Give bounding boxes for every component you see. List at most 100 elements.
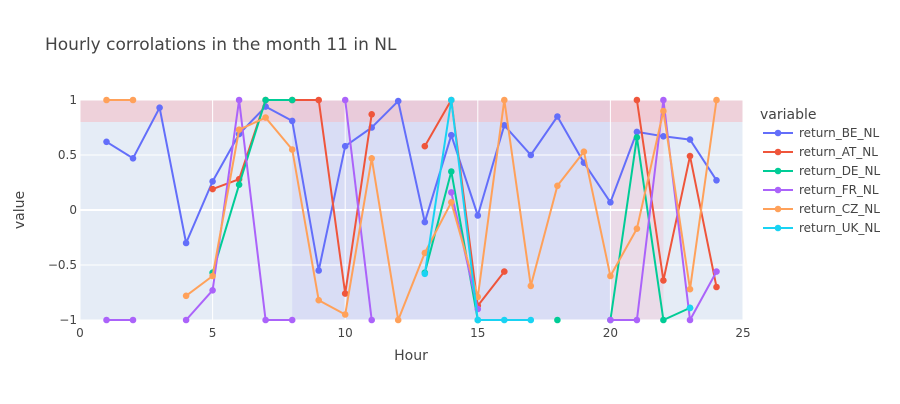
data-point <box>315 267 323 274</box>
data-point <box>686 152 694 160</box>
data-point <box>341 311 349 318</box>
data-point <box>633 225 641 232</box>
legend-swatch-marker <box>774 129 782 137</box>
data-point <box>713 283 720 291</box>
data-point <box>368 155 376 162</box>
data-point <box>660 96 667 104</box>
legend-item-return_BE_NL[interactable]: return_BE_NL <box>763 126 879 140</box>
legend-item-return_CZ_NL[interactable]: return_CZ_NL <box>763 202 880 216</box>
chart-title: Hourly corrolations in the month 11 in N… <box>45 35 397 55</box>
legend-label: return_AT_NL <box>799 145 878 159</box>
data-point <box>607 316 614 324</box>
y-tick-label: 0.5 <box>58 148 77 162</box>
data-point <box>182 239 190 247</box>
legend[interactable]: variable return_BE_NLreturn_AT_NLreturn_… <box>760 107 880 235</box>
x-tick-label: 10 <box>338 326 353 340</box>
data-point <box>421 142 429 150</box>
data-point <box>103 96 110 104</box>
data-point <box>103 138 110 146</box>
data-point <box>713 268 720 275</box>
series-layer <box>103 96 720 324</box>
data-point <box>501 122 508 129</box>
data-point <box>421 218 429 226</box>
data-point <box>288 96 296 104</box>
data-point <box>209 178 216 185</box>
legend-item-return_DE_NL[interactable]: return_DE_NL <box>763 164 880 178</box>
data-point <box>660 316 667 324</box>
data-point <box>288 316 296 324</box>
y-tick-label: −1 <box>59 313 77 327</box>
legend-item-return_FR_NL[interactable]: return_FR_NL <box>763 183 879 197</box>
series-line <box>344 99 373 321</box>
legend-swatch-marker <box>774 224 782 232</box>
legend-swatch-marker <box>774 148 782 156</box>
data-point <box>156 104 163 111</box>
data-point <box>474 212 482 219</box>
legend-items[interactable]: return_BE_NL return_AT_NL return_DE_NLretu… <box>763 126 880 235</box>
data-point <box>501 316 508 324</box>
data-point <box>182 292 190 300</box>
legend-item-return_UK_NL[interactable]: return_UK_NL <box>763 221 880 235</box>
data-point <box>262 114 269 121</box>
y-axis-label: value <box>12 191 28 229</box>
data-point <box>633 128 641 136</box>
data-point <box>554 182 561 190</box>
data-point <box>341 142 349 150</box>
data-point <box>448 189 455 196</box>
data-point <box>580 148 588 155</box>
data-point <box>262 96 269 104</box>
legend-label: return_FR_NL <box>799 183 879 197</box>
data-point <box>448 168 455 175</box>
data-point <box>315 296 323 304</box>
data-point <box>607 199 614 206</box>
legend-label: return_BE_NL <box>799 126 879 140</box>
data-point <box>527 282 535 290</box>
data-point <box>288 117 296 125</box>
data-point <box>341 290 349 297</box>
data-point <box>368 316 376 324</box>
highlight-band <box>80 100 743 122</box>
legend-item-return_AT_NL[interactable]: return_AT_NL <box>763 145 878 159</box>
series-return_BE_NL <box>103 97 720 274</box>
data-point <box>474 316 482 324</box>
y-tick-label: −0.5 <box>48 258 77 272</box>
data-point <box>527 316 535 324</box>
data-point <box>129 96 137 104</box>
data-point <box>209 272 216 280</box>
series-return_CZ_NL <box>103 96 720 324</box>
data-point <box>686 136 694 143</box>
legend-swatch-marker <box>774 186 782 194</box>
data-point <box>288 146 296 153</box>
data-point <box>554 113 561 120</box>
x-tick-label: 20 <box>603 326 618 340</box>
x-tick-label: 0 <box>76 326 84 340</box>
data-point <box>686 316 694 324</box>
data-point <box>315 96 323 104</box>
data-point <box>633 316 641 324</box>
legend-title: variable <box>760 107 816 123</box>
data-point <box>129 155 137 162</box>
data-point <box>713 177 720 184</box>
data-point <box>182 316 190 324</box>
y-tick-label: 1 <box>69 93 77 107</box>
data-point <box>421 270 429 278</box>
data-point <box>554 316 561 324</box>
data-point <box>448 199 455 206</box>
data-point <box>368 111 376 118</box>
data-point <box>103 316 110 324</box>
series-return_FR_NL <box>103 96 720 324</box>
x-axis-label: Hour <box>394 348 428 364</box>
data-point <box>686 285 694 293</box>
data-point <box>713 96 720 104</box>
data-point <box>448 96 455 104</box>
data-point <box>607 272 614 280</box>
data-point <box>394 316 402 324</box>
series-line <box>105 100 718 272</box>
x-tick-label: 5 <box>209 326 217 340</box>
x-tick-label: 15 <box>470 326 485 340</box>
data-point <box>235 96 243 104</box>
data-point <box>527 151 535 159</box>
series-return_UK_NL <box>421 96 694 324</box>
